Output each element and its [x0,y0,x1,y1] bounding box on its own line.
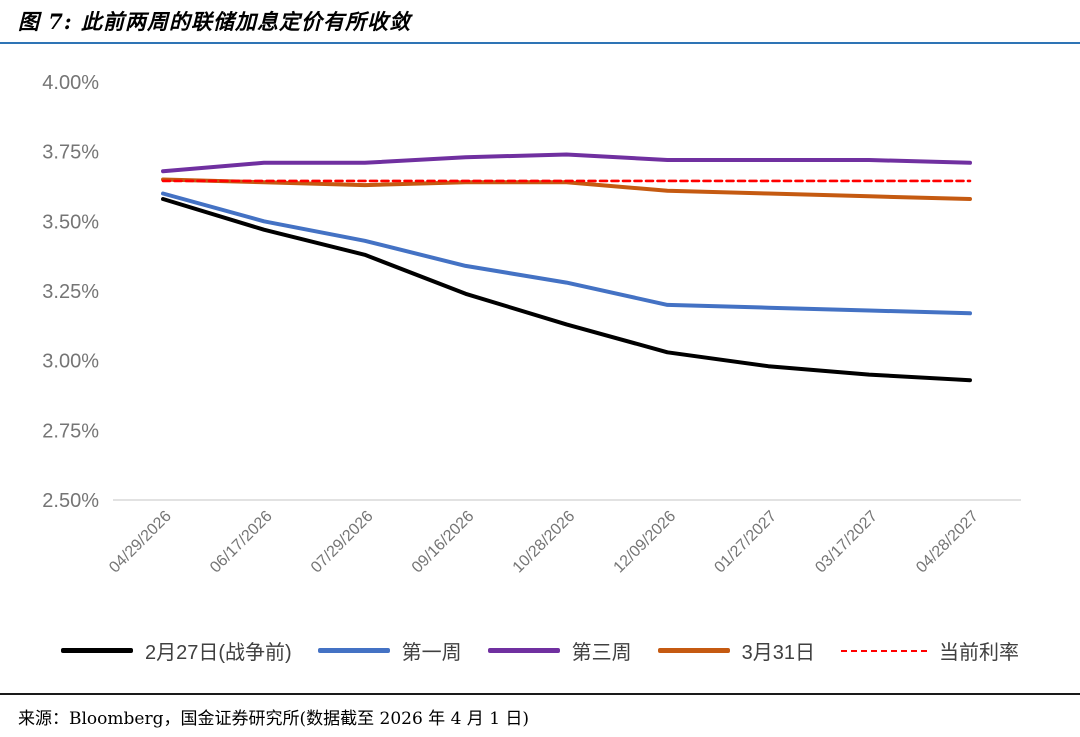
footer-rule-divider [0,693,1080,695]
y-axis-tick-label: 3.25% [42,281,99,303]
y-axis-tick-label: 3.00% [42,351,99,373]
series-line-1 [161,191,972,316]
legend-item-week1: 第一周 [317,636,462,665]
x-axis-tick-label: 12/09/2026 [611,508,680,577]
legend-label: 2月27日(战争前) [144,642,292,664]
line-chart: 4.00% 3.75% 3.50% 3.25% 3.00% 2.75% 2.50% 04/29… [42,72,1021,577]
y-axis-tick-label: 3.50% [42,211,99,233]
legend-label: 当前利率 [939,642,1020,664]
x-axis-tick-label: 07/29/2026 [308,508,377,577]
y-axis-tick-label: 2.75% [42,420,99,442]
x-axis-tick-label: 06/17/2026 [207,508,276,577]
legend-swatch-blue-line [317,648,390,653]
series-line-2 [161,152,972,174]
legend-swatch-red-dashed-line [841,649,928,652]
chart-legend: 2月27日(战争前) 第一周 第三周 3月31日 当前利率 [0,636,1080,665]
legend-label: 3月31日 [741,642,816,664]
legend-swatch-black-line [60,648,133,653]
figure-title: 图 7: 此前两周的联储加息定价有所收敛 [18,9,411,34]
legend-item-week3: 第三周 [487,636,632,665]
legend-item-mar31: 3月31日 [657,636,816,665]
y-axis-tick-label: 3.75% [42,142,99,164]
series-line-0 [161,197,972,383]
x-axis-tick-label: 03/17/2027 [812,508,881,577]
legend-item-current-rate: 当前利率 [841,636,1019,665]
source-attribution: 来源：Bloomberg，国金证券研究所(数据截至 2026 年 4 月 1 日… [18,709,530,729]
x-axis-tick-label: 04/29/2026 [106,508,175,577]
y-axis-tick-label: 2.50% [42,490,99,512]
legend-swatch-purple-line [487,648,560,653]
x-axis-tick-label: 09/16/2026 [409,508,478,577]
title-rule-divider [0,42,1080,44]
legend-item-feb27: 2月27日(战争前) [60,636,292,665]
series-line-3 [161,177,972,201]
legend-label: 第三周 [571,642,632,664]
x-axis-tick-label: 04/28/2027 [913,508,982,577]
x-axis-tick-label: 01/27/2027 [711,508,780,577]
x-axis-tick-label: 10/28/2026 [510,508,579,577]
legend-label: 第一周 [401,642,462,664]
y-axis-tick-label: 4.00% [42,72,99,94]
legend-swatch-orange-line [657,648,730,653]
